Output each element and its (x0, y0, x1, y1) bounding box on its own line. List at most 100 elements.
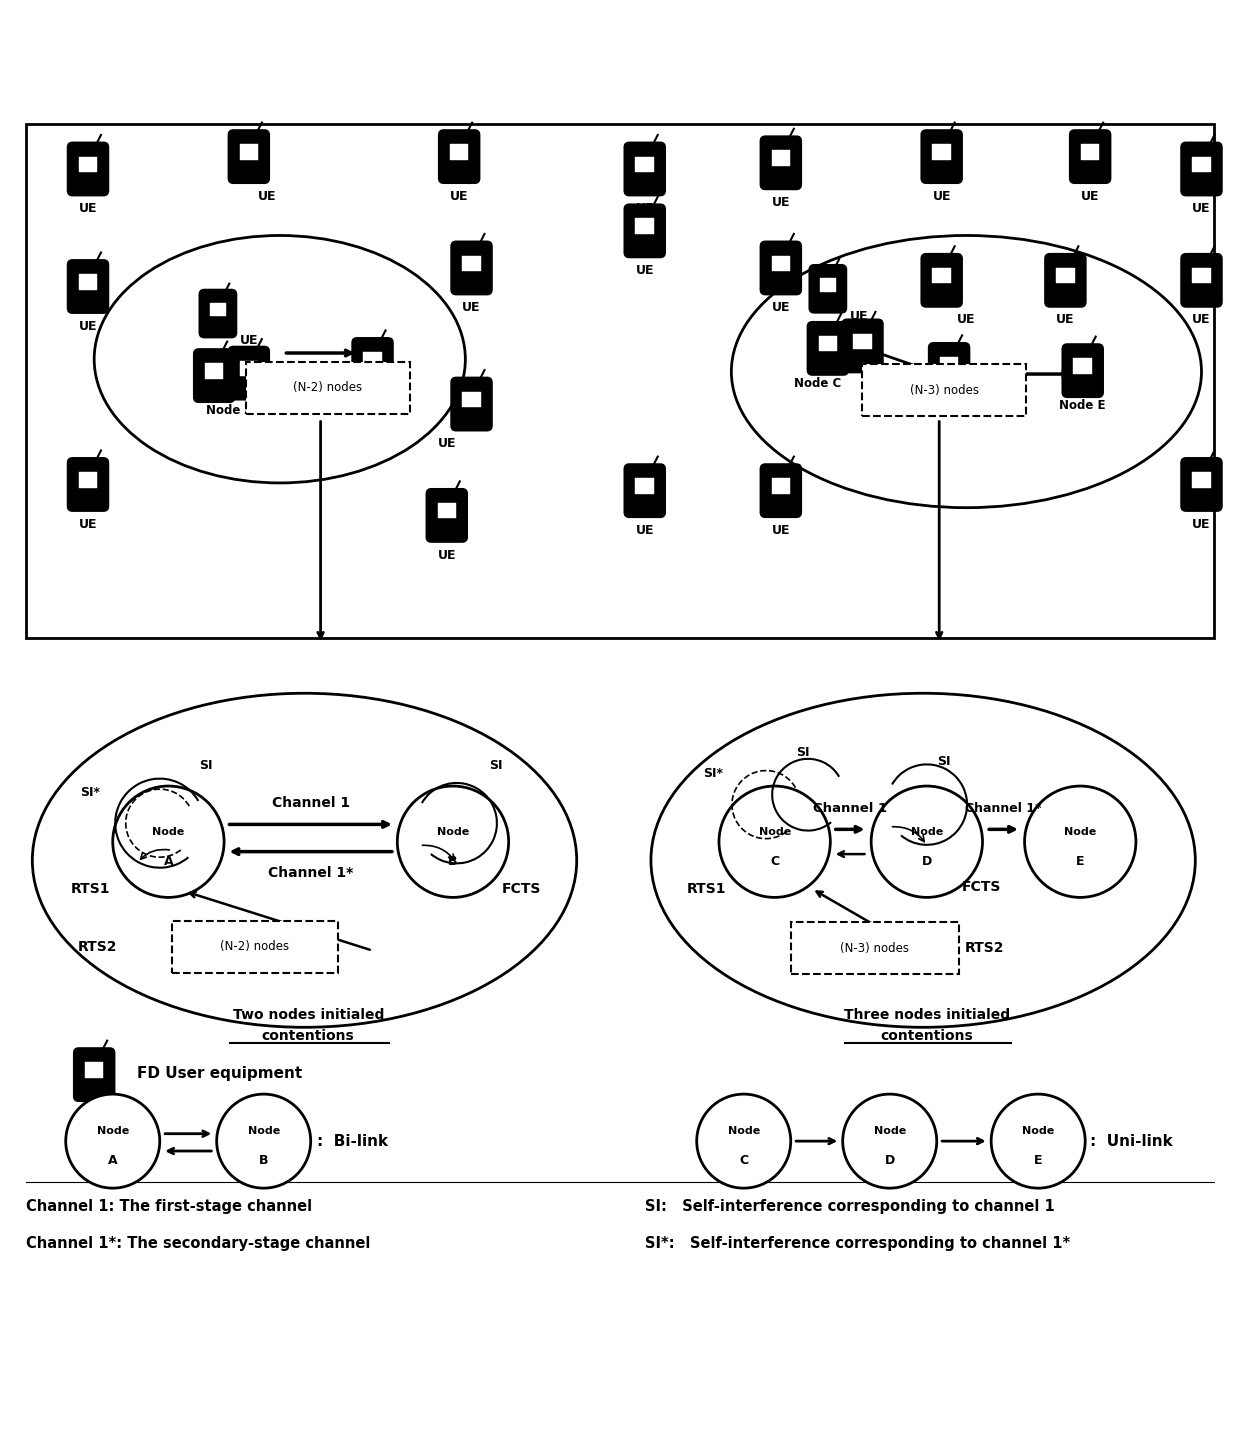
Text: Channel 1: The first-stage channel: Channel 1: The first-stage channel (26, 1199, 312, 1215)
FancyBboxPatch shape (427, 488, 467, 541)
Text: (N-2) nodes: (N-2) nodes (221, 941, 290, 954)
Text: RTS2: RTS2 (965, 941, 1004, 955)
FancyBboxPatch shape (68, 142, 108, 195)
FancyBboxPatch shape (929, 343, 970, 396)
Text: UE: UE (438, 549, 456, 561)
Text: Node D: Node D (925, 399, 973, 412)
Text: UE: UE (258, 190, 277, 202)
Text: UE: UE (771, 302, 790, 314)
Text: B: B (448, 854, 458, 867)
Text: FD User equipment: FD User equipment (138, 1066, 303, 1080)
Text: UE: UE (79, 202, 97, 215)
FancyBboxPatch shape (1070, 131, 1111, 184)
FancyBboxPatch shape (1192, 157, 1210, 172)
Text: UE: UE (79, 517, 97, 530)
Text: (N-2) nodes: (N-2) nodes (294, 381, 362, 393)
Text: Node: Node (1064, 827, 1096, 837)
Text: UE: UE (932, 287, 951, 300)
Text: C: C (770, 854, 779, 867)
Text: UE: UE (771, 195, 790, 208)
FancyBboxPatch shape (820, 279, 836, 292)
FancyBboxPatch shape (760, 136, 801, 190)
FancyBboxPatch shape (352, 337, 393, 391)
Text: Channel 1*: Channel 1* (259, 920, 332, 955)
FancyBboxPatch shape (760, 464, 801, 517)
FancyBboxPatch shape (771, 151, 790, 167)
Text: UE: UE (1192, 202, 1210, 215)
Text: SI: SI (198, 758, 212, 771)
Circle shape (66, 1094, 160, 1188)
FancyBboxPatch shape (635, 218, 653, 234)
FancyBboxPatch shape (363, 352, 382, 368)
Text: UE: UE (635, 202, 653, 215)
Text: UE: UE (463, 302, 481, 314)
FancyBboxPatch shape (940, 358, 959, 372)
Ellipse shape (94, 236, 465, 482)
Ellipse shape (651, 694, 1195, 1027)
Text: Node: Node (910, 827, 942, 837)
Text: UE: UE (1192, 517, 1210, 530)
FancyBboxPatch shape (921, 254, 962, 307)
Text: Node: Node (759, 827, 791, 837)
FancyBboxPatch shape (463, 392, 481, 408)
Text: Node: Node (153, 827, 185, 837)
Text: Node: Node (97, 1126, 129, 1136)
Text: UE: UE (438, 437, 456, 449)
Text: Node B: Node B (348, 404, 397, 416)
Text: D: D (921, 854, 932, 867)
Text: RTS1: RTS1 (71, 882, 110, 896)
Text: C: C (739, 1155, 748, 1167)
Text: RTS2: RTS2 (78, 941, 118, 954)
Text: (N-3) nodes: (N-3) nodes (841, 942, 909, 955)
FancyBboxPatch shape (463, 256, 481, 271)
FancyBboxPatch shape (842, 319, 883, 372)
Text: :  Uni-link: : Uni-link (1090, 1133, 1173, 1149)
Text: RTS1: RTS1 (687, 882, 727, 896)
Ellipse shape (732, 236, 1202, 508)
FancyBboxPatch shape (78, 274, 97, 290)
Text: SI: SI (796, 747, 810, 760)
FancyBboxPatch shape (818, 336, 837, 352)
FancyBboxPatch shape (807, 322, 848, 375)
FancyBboxPatch shape (624, 204, 665, 257)
FancyBboxPatch shape (1180, 142, 1221, 195)
Text: UE: UE (1192, 313, 1210, 326)
Text: A: A (164, 854, 174, 867)
FancyBboxPatch shape (853, 333, 872, 349)
FancyBboxPatch shape (68, 260, 108, 313)
FancyBboxPatch shape (635, 478, 653, 494)
FancyBboxPatch shape (451, 241, 492, 294)
FancyBboxPatch shape (239, 360, 258, 376)
FancyBboxPatch shape (78, 472, 97, 488)
Text: FCTS: FCTS (501, 882, 541, 896)
Text: Node: Node (436, 827, 469, 837)
FancyBboxPatch shape (624, 142, 665, 195)
FancyBboxPatch shape (1063, 345, 1104, 398)
FancyBboxPatch shape (1056, 269, 1075, 283)
FancyBboxPatch shape (247, 362, 409, 414)
FancyBboxPatch shape (73, 1048, 114, 1101)
FancyBboxPatch shape (239, 144, 258, 159)
FancyBboxPatch shape (932, 144, 951, 159)
Text: UE: UE (932, 190, 951, 202)
Text: UE: UE (849, 310, 868, 323)
Text: UE: UE (635, 264, 653, 277)
Text: Node C: Node C (795, 376, 842, 389)
Circle shape (991, 1094, 1085, 1188)
Circle shape (697, 1094, 791, 1188)
Text: Node: Node (1022, 1126, 1054, 1136)
Text: UE: UE (239, 335, 258, 348)
FancyBboxPatch shape (172, 920, 339, 972)
FancyBboxPatch shape (451, 378, 492, 431)
FancyBboxPatch shape (1180, 254, 1221, 307)
Text: B: B (259, 1155, 268, 1167)
FancyBboxPatch shape (210, 303, 226, 316)
Text: FCTS: FCTS (961, 880, 1001, 895)
Text: SI: SI (937, 755, 951, 768)
Circle shape (1024, 785, 1136, 898)
FancyBboxPatch shape (68, 458, 108, 511)
Text: SI*:   Self-interference corresponding to channel 1*: SI*: Self-interference corresponding to … (645, 1236, 1070, 1251)
Text: (N-3) nodes: (N-3) nodes (910, 383, 978, 396)
Text: Channel 1*: The secondary-stage channel: Channel 1*: The secondary-stage channel (26, 1236, 371, 1251)
Text: SI:   Self-interference corresponding to channel 1: SI: Self-interference corresponding to c… (645, 1199, 1054, 1215)
